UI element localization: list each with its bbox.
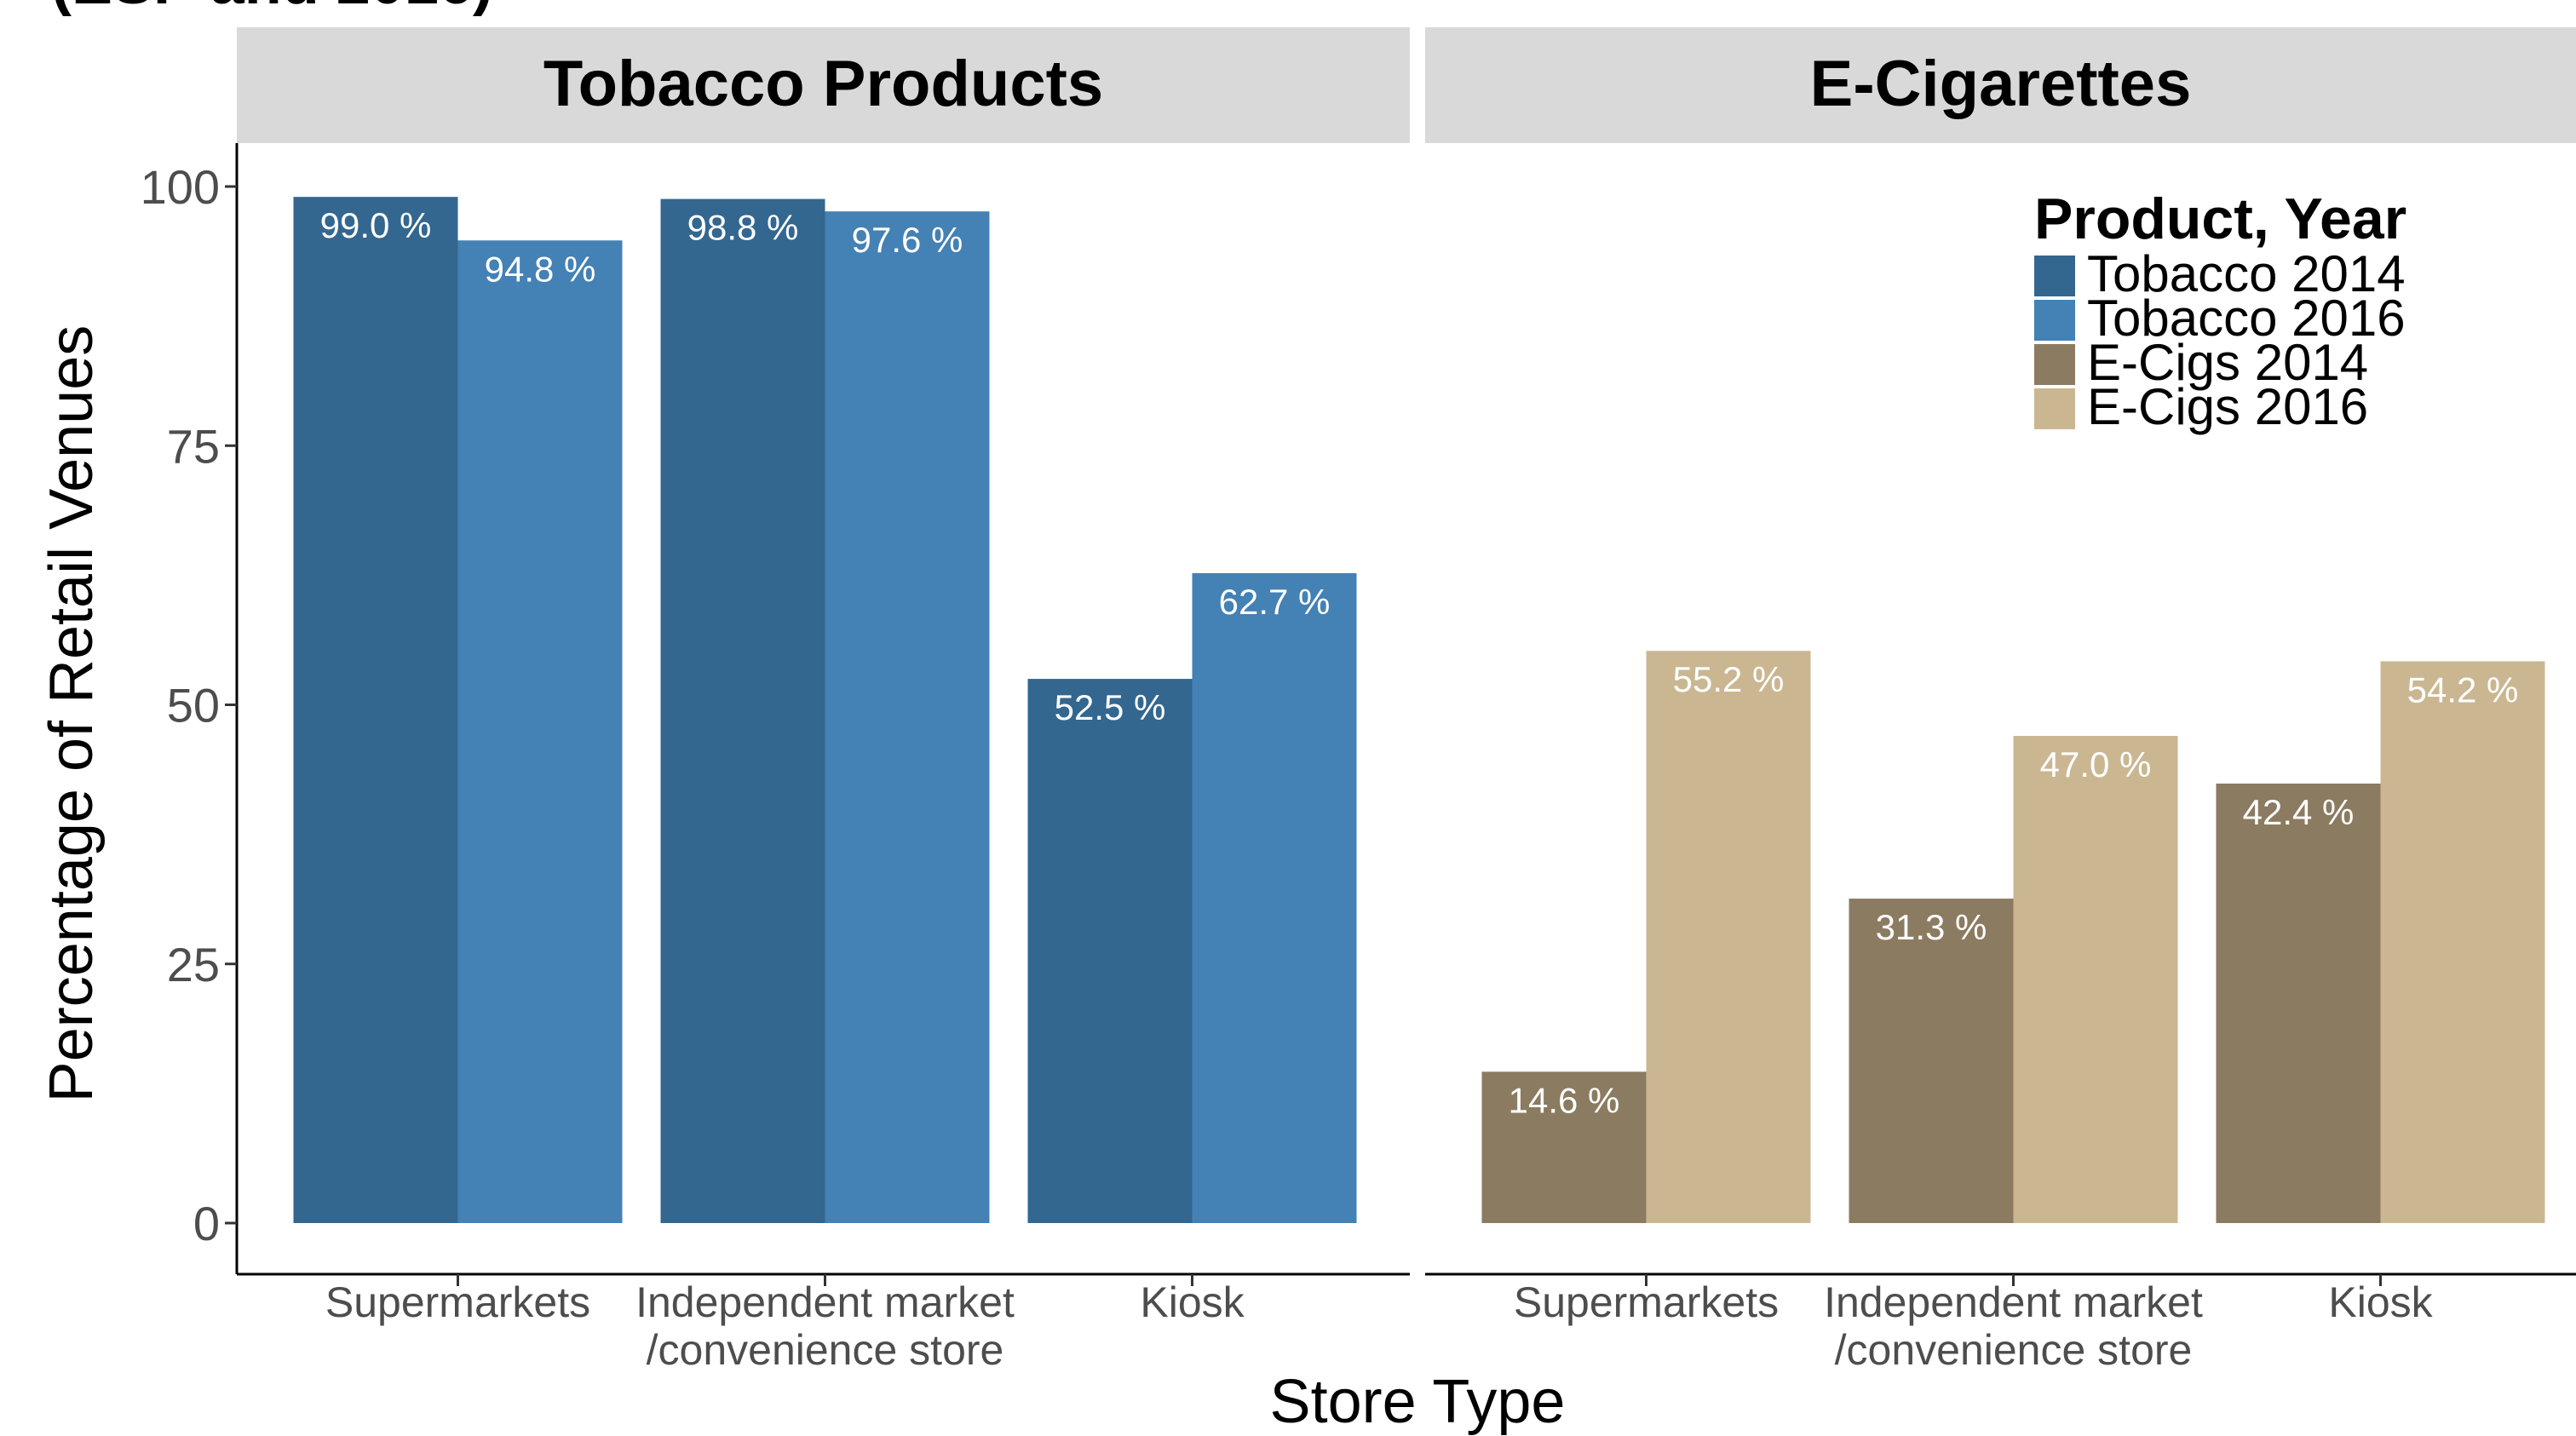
bar-value-label: 31.3 % xyxy=(1876,907,1987,947)
bar xyxy=(825,211,990,1223)
bar xyxy=(660,198,825,1223)
legend-item: Tobacco 2016 xyxy=(2034,290,2406,347)
bar-value-label: 98.8 % xyxy=(687,208,799,248)
y-tick-label: 100 xyxy=(141,160,220,214)
panel-title: Tobacco Products xyxy=(543,48,1103,120)
legend-title: Product, Year xyxy=(2034,187,2406,251)
legend-label: E-Cigs 2014 xyxy=(2087,334,2368,391)
bar-value-label: 14.6 % xyxy=(1509,1080,1620,1120)
bar-value-label: 62.7 % xyxy=(1219,582,1331,622)
bar-value-label: 94.8 % xyxy=(485,249,596,289)
panel-tobacco: Tobacco Products 0 25 50 75 100 99.0 % 94.8 % Su… xyxy=(141,27,1410,1374)
bar-value-label: 55.2 % xyxy=(1673,659,1785,699)
panels: Tobacco Products 0 25 50 75 100 99.0 % 94.8 % Su… xyxy=(141,27,2576,1374)
x-tick-label: Supermarkets xyxy=(325,1278,590,1326)
y-axis-title: Percentage of Retail Venues xyxy=(37,325,106,1103)
bar-value-label: 52.5 % xyxy=(1055,687,1166,727)
x-tick-label: Kiosk xyxy=(1140,1278,1245,1326)
y-tick-label: 0 xyxy=(193,1197,220,1250)
legend-label: E-Cigs 2016 xyxy=(2087,378,2368,435)
bar xyxy=(293,197,458,1223)
y-tick-label: 75 xyxy=(167,419,220,473)
legend-item: E-Cigs 2016 xyxy=(2034,378,2368,435)
bar xyxy=(2216,783,2381,1223)
bar xyxy=(457,240,623,1224)
bar xyxy=(1849,899,2014,1223)
panel-strip xyxy=(237,27,1410,143)
x-tick-label: Independent market/convenience store xyxy=(635,1278,1015,1374)
bar-value-label: 42.4 % xyxy=(2243,792,2355,832)
bar-value-label: 99.0 % xyxy=(320,205,432,245)
legend-item: Tobacco 2014 xyxy=(2034,245,2406,302)
legend-swatch xyxy=(2034,256,2075,296)
bar-value-label: 97.6 % xyxy=(852,220,963,260)
bar-value-label: 54.2 % xyxy=(2407,669,2519,709)
bar xyxy=(2013,736,2178,1223)
legend-swatch xyxy=(2034,300,2075,341)
bar xyxy=(1646,651,1811,1223)
panel-title: E-Cigarettes xyxy=(1810,48,2192,120)
bar xyxy=(2380,661,2545,1223)
panel-strip xyxy=(1425,27,2576,143)
x-tick-label: Kiosk xyxy=(2328,1278,2433,1326)
x-axis-title: Store Type xyxy=(1270,1368,1566,1436)
bar xyxy=(1027,679,1193,1223)
y-tick-label: 25 xyxy=(167,938,220,991)
legend-swatch xyxy=(2034,388,2075,429)
bar-value-label: 47.0 % xyxy=(2040,744,2152,784)
chart-title: (ESP and 2016) xyxy=(51,0,493,17)
legend-label: Tobacco 2016 xyxy=(2087,290,2406,347)
x-tick-label: Supermarkets xyxy=(1514,1278,1779,1326)
legend-item: E-Cigs 2014 xyxy=(2034,334,2368,391)
y-tick-label: 50 xyxy=(167,679,220,732)
x-tick-label: Independent market/convenience store xyxy=(1824,1278,2203,1374)
bar xyxy=(1481,1071,1647,1223)
legend-swatch xyxy=(2034,344,2075,385)
legend-label: Tobacco 2014 xyxy=(2087,245,2406,302)
bar xyxy=(1192,572,1357,1223)
panel-ecigs: E-Cigarettes 14.6 % 55.2 % Supermarkets 31.3… xyxy=(1425,27,2576,1374)
